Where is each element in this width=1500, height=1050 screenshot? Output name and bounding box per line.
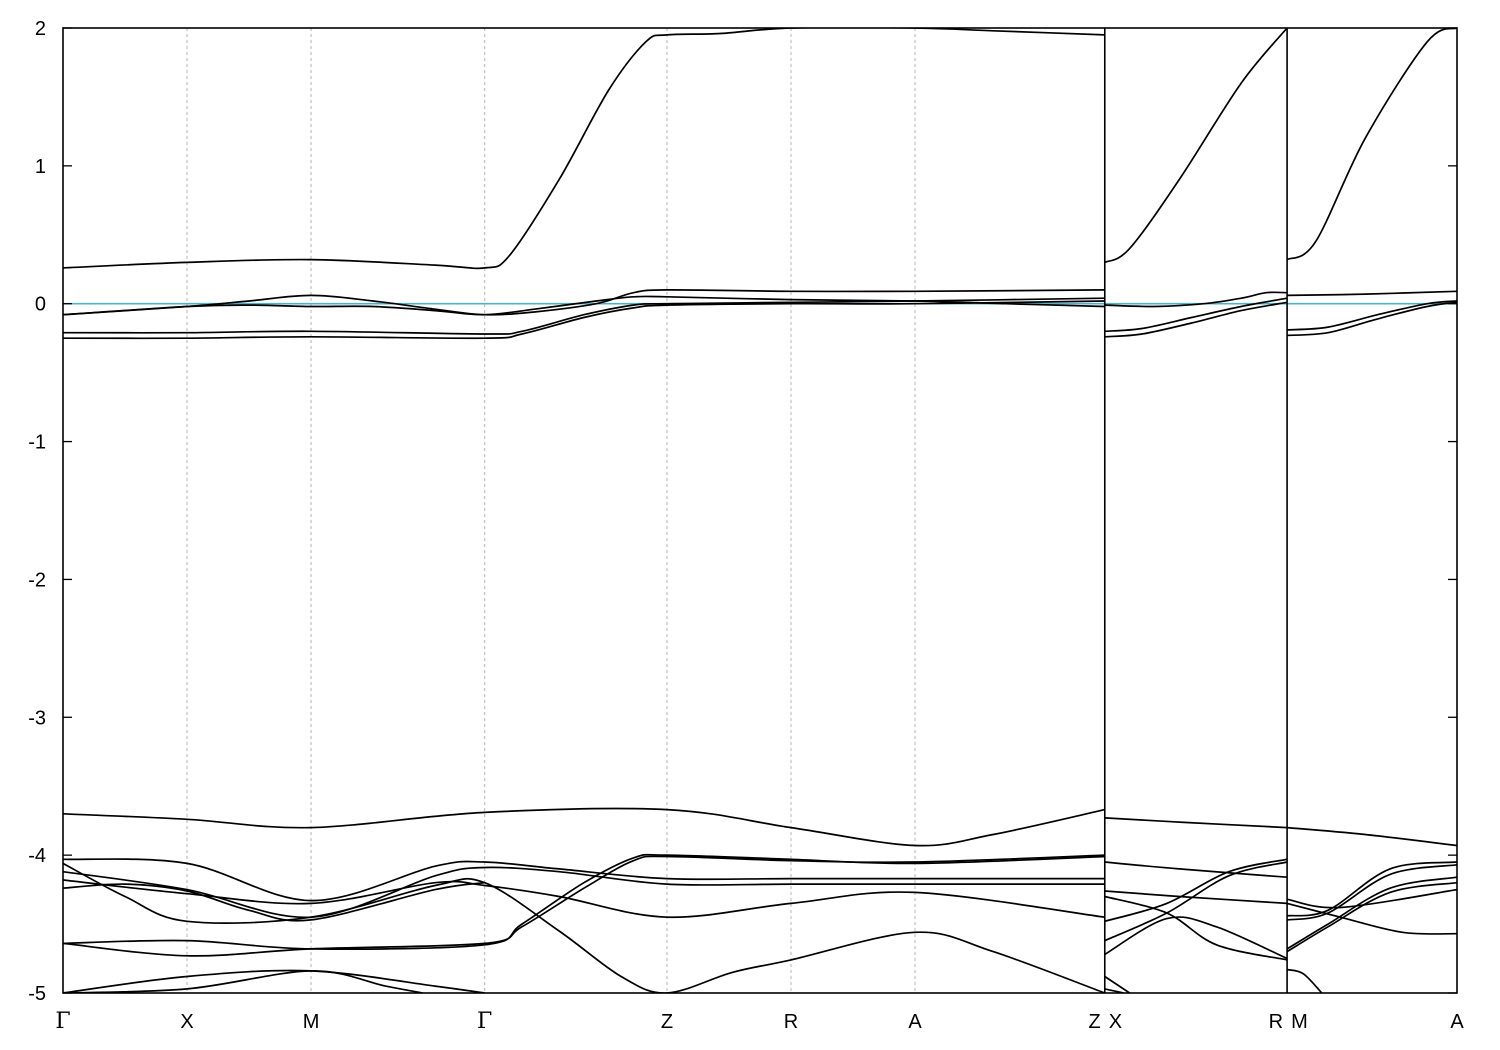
band-line xyxy=(63,858,1105,902)
band-line xyxy=(1104,861,1288,879)
kpoint-label: M xyxy=(1291,1011,1308,1033)
y-tick-label: 2 xyxy=(35,18,46,40)
band-lines xyxy=(63,28,1457,993)
band-line xyxy=(63,854,1105,957)
y-tick-label: -1 xyxy=(28,432,46,454)
plot-frame xyxy=(62,27,1458,994)
band-line xyxy=(63,289,1105,316)
band-line xyxy=(1104,861,1288,942)
kpoint-label: X xyxy=(180,1011,193,1033)
band-line xyxy=(1286,902,1457,935)
band-line xyxy=(1104,895,1288,961)
band-line xyxy=(63,807,1105,847)
band-line xyxy=(1286,888,1457,909)
band-line xyxy=(63,879,1105,919)
y-tick-label: -4 xyxy=(28,845,46,867)
band-line xyxy=(1286,863,1457,921)
kpoint-label: A xyxy=(908,1011,922,1033)
band-line xyxy=(63,297,1105,335)
band-line xyxy=(1286,876,1457,950)
band-line xyxy=(63,866,1105,919)
band-line xyxy=(1104,28,1288,264)
kpoint-label: Z xyxy=(1089,1011,1101,1033)
band-line xyxy=(1287,290,1457,297)
band-line xyxy=(63,970,423,993)
band-line xyxy=(63,28,1105,270)
y-tick-label: -2 xyxy=(28,569,46,591)
band-line xyxy=(1104,916,1288,960)
band-line xyxy=(1104,301,1288,338)
band-line xyxy=(1287,301,1457,337)
band-line xyxy=(63,300,1105,340)
segment-break-lines xyxy=(1103,28,1288,993)
band-line xyxy=(1104,975,1131,993)
kpoint-label: Γ xyxy=(477,1009,492,1034)
kpoint-label: A xyxy=(1450,1011,1464,1033)
band-line xyxy=(1287,826,1457,847)
band-line xyxy=(63,862,1106,993)
kpoint-label: Z xyxy=(661,1011,673,1033)
band-line xyxy=(1286,881,1457,953)
kpoint-label: Γ xyxy=(55,1009,70,1034)
band-line xyxy=(1286,28,1457,261)
band-line xyxy=(1104,817,1288,829)
band-line xyxy=(1104,291,1288,308)
kpoint-label: R xyxy=(1269,1011,1283,1033)
y-axis-ticks: -5 -4 -3 -2 -1 0 1 2 xyxy=(28,18,1457,1005)
y-tick-label: 0 xyxy=(35,294,46,316)
kpoint-label: M xyxy=(303,1011,320,1033)
y-tick-label: 1 xyxy=(35,156,46,178)
y-tick-label: -3 xyxy=(28,707,46,729)
band-line xyxy=(1286,968,1323,993)
band-line xyxy=(1104,890,1288,905)
y-tick-label: -5 xyxy=(28,983,46,1005)
band-line xyxy=(1104,297,1288,333)
kpoint-label: R xyxy=(784,1011,798,1033)
band-line xyxy=(1104,858,1288,923)
band-line xyxy=(63,881,485,922)
grid-lines xyxy=(186,28,916,993)
band-line xyxy=(1287,300,1457,331)
plot-border xyxy=(62,27,1458,994)
band-line xyxy=(63,969,485,993)
kpoint-label: X xyxy=(1109,1011,1122,1033)
band-line xyxy=(1286,861,1457,917)
